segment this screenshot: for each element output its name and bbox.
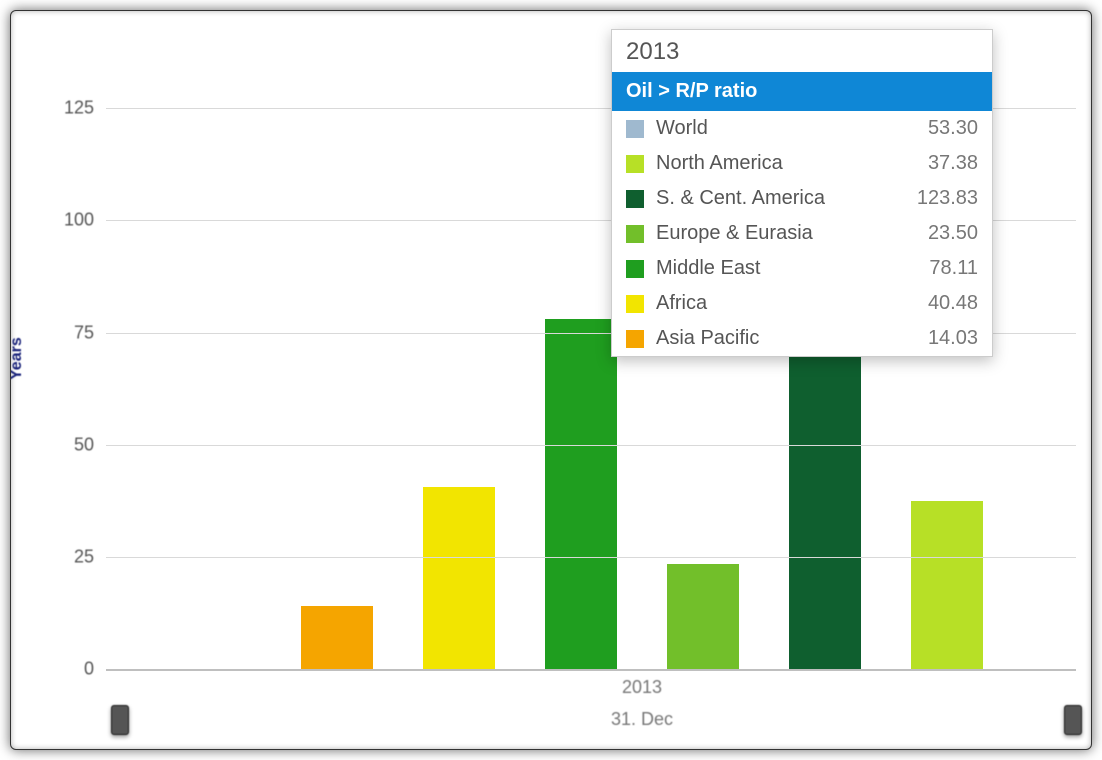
tooltip-row: North America37.38 (612, 146, 992, 181)
bar-africa[interactable] (423, 487, 495, 669)
y-tick-label: 25 (74, 546, 94, 567)
tooltip-row: Middle East78.11 (612, 251, 992, 286)
tooltip-value: 23.50 (928, 222, 978, 245)
y-tick-label: 125 (64, 98, 94, 119)
tooltip-label: Middle East (656, 257, 929, 280)
range-handle-right[interactable] (1064, 705, 1082, 735)
tooltip-label: North America (656, 152, 928, 175)
legend-swatch (626, 190, 644, 208)
legend-swatch (626, 225, 644, 243)
tooltip-label: Africa (656, 292, 928, 315)
tooltip-label: S. & Cent. America (656, 187, 917, 210)
tooltip-value: 37.38 (928, 152, 978, 175)
legend-swatch (626, 120, 644, 138)
x-category-label: 2013 (622, 677, 662, 698)
tooltip: 2013 Oil > R/P ratio World53.30North Ame… (611, 29, 993, 357)
tooltip-value: 14.03 (928, 327, 978, 350)
bar-europe-eurasia[interactable] (667, 564, 739, 669)
y-axis-label: Years (10, 337, 26, 380)
range-handle-left[interactable] (111, 705, 129, 735)
tooltip-value: 53.30 (928, 117, 978, 140)
tooltip-value: 40.48 (928, 292, 978, 315)
tooltip-row: Asia Pacific14.03 (612, 321, 992, 356)
bar-north-america[interactable] (911, 501, 983, 669)
y-tick-label: 75 (74, 322, 94, 343)
tooltip-label: Asia Pacific (656, 327, 928, 350)
y-tick-label: 100 (64, 210, 94, 231)
tooltip-header: Oil > R/P ratio (612, 72, 992, 111)
tooltip-value: 78.11 (929, 257, 978, 280)
tooltip-value: 123.83 (917, 187, 978, 210)
tooltip-row: S. & Cent. America123.83 (612, 181, 992, 216)
legend-swatch (626, 155, 644, 173)
tooltip-title: 2013 (612, 30, 992, 72)
legend-swatch (626, 260, 644, 278)
tooltip-row: Africa40.48 (612, 286, 992, 321)
chart-frame: Years 0 25 50 75 100 125 2013 31. Dec 2013 Oi… (10, 10, 1092, 750)
legend-swatch (626, 330, 644, 348)
tooltip-label: Europe & Eurasia (656, 222, 928, 245)
tooltip-row: World53.30 (612, 111, 992, 146)
bar-asia-pacific[interactable] (301, 606, 373, 669)
y-tick-label: 0 (84, 659, 94, 680)
bar-middle-east[interactable] (545, 319, 617, 669)
legend-swatch (626, 295, 644, 313)
tooltip-row: Europe & Eurasia23.50 (612, 216, 992, 251)
y-tick-label: 50 (74, 434, 94, 455)
gridline (106, 557, 1076, 558)
gridline (106, 669, 1076, 671)
tooltip-label: World (656, 117, 928, 140)
x-date-label: 31. Dec (611, 709, 673, 730)
gridline (106, 445, 1076, 446)
